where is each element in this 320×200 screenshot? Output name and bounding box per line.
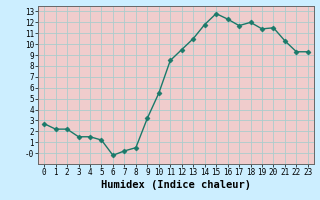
X-axis label: Humidex (Indice chaleur): Humidex (Indice chaleur) — [101, 180, 251, 190]
